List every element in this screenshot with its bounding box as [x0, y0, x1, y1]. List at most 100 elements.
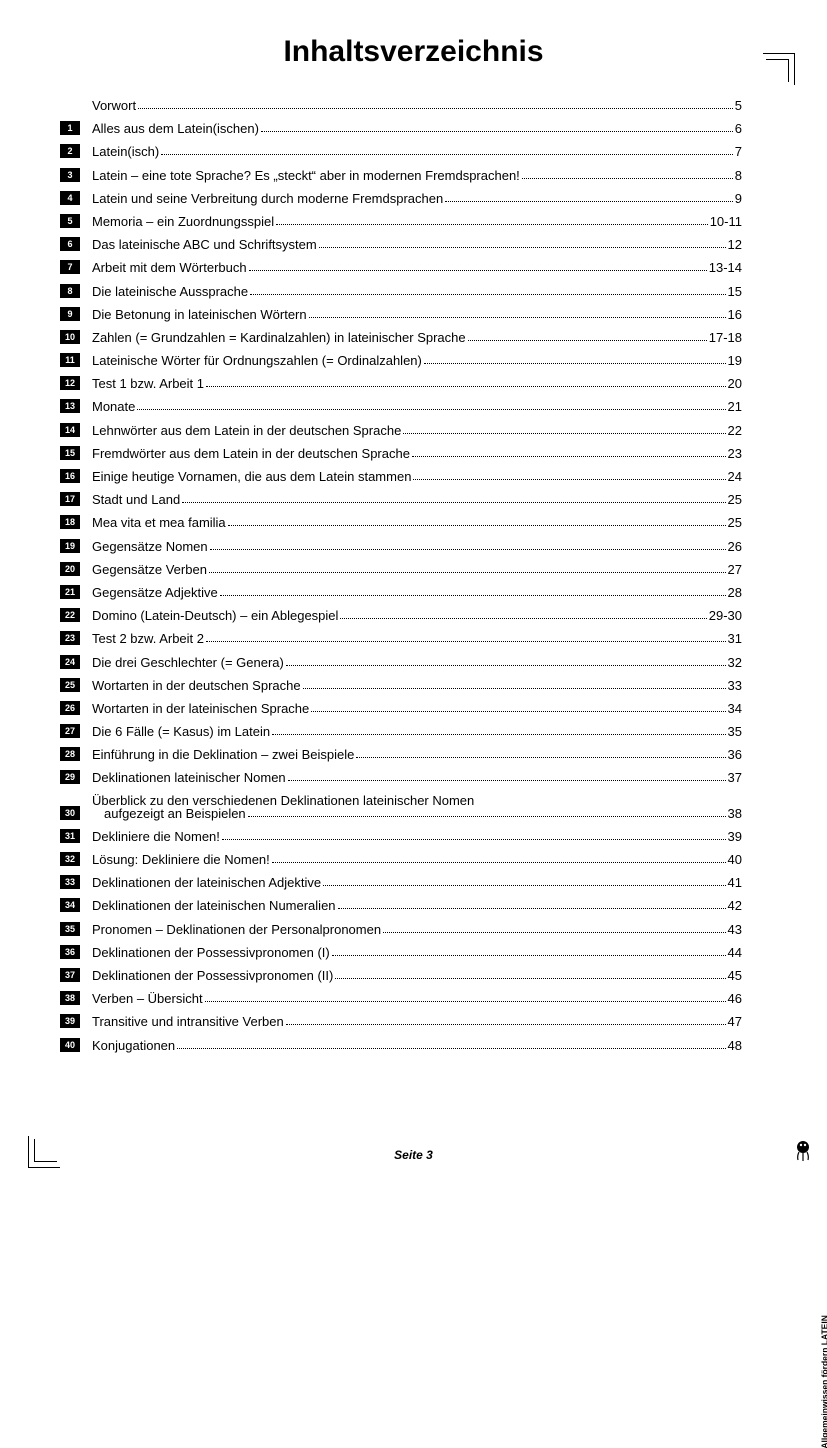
- chapter-number-badge: 31: [60, 829, 80, 843]
- toc-entry-text: Latein und seine Verbreitung durch moder…: [92, 192, 443, 205]
- dot-leader: [356, 757, 725, 758]
- toc-entry-text: Zahlen (= Grundzahlen = Kardinalzahlen) …: [92, 331, 466, 344]
- toc-entry-text: Überblick zu den verschiedenen Deklinati…: [92, 794, 742, 807]
- toc-page-number: 26: [728, 540, 742, 553]
- toc-entry-text: Die drei Geschlechter (= Genera): [92, 656, 284, 669]
- toc-entry: 9Die Betonung in lateinischen Wörtern16: [60, 307, 742, 321]
- toc-page-number: 47: [728, 1015, 742, 1028]
- toc-entry: Vorwort5: [60, 99, 742, 112]
- toc-entry-text: Deklinationen der Possessivpronomen (II): [92, 969, 333, 982]
- toc-badge-column: 28: [60, 747, 92, 761]
- chapter-number-badge: 39: [60, 1014, 80, 1028]
- dot-leader: [319, 247, 726, 248]
- toc-badge-column: 35: [60, 922, 92, 936]
- toc-page-number: 42: [728, 899, 742, 912]
- toc-badge-column: 27: [60, 724, 92, 738]
- toc-entry: 35 Pronomen – Deklinationen der Personalp…: [60, 922, 742, 936]
- toc-entry-text: Memoria – ein Zuordnungsspiel: [92, 215, 274, 228]
- toc-badge-column: 15: [60, 446, 92, 460]
- toc-page-number: 9: [735, 192, 742, 205]
- toc-badge-column: 24: [60, 655, 92, 669]
- chapter-number-badge: 29: [60, 770, 80, 784]
- toc-page-number: 16: [728, 308, 742, 321]
- toc-entry-subtext: aufgezeigt an Beispielen: [92, 807, 246, 820]
- toc-entry-text: Deklinationen der lateinischen Numeralie…: [92, 899, 336, 912]
- dot-leader: [205, 1001, 726, 1002]
- dot-leader: [276, 224, 708, 225]
- toc-entry: 21Gegensätze Adjektive28: [60, 585, 742, 599]
- toc-badge-column: 11: [60, 353, 92, 367]
- toc-entry: 24Die drei Geschlechter (= Genera)32: [60, 655, 742, 669]
- toc-badge-column: 16: [60, 469, 92, 483]
- toc-entry: 27Die 6 Fälle (= Kasus) im Latein35: [60, 724, 742, 738]
- chapter-number-badge: 35: [60, 922, 80, 936]
- toc-entry-text: Wortarten in der lateinischen Sprache: [92, 702, 309, 715]
- toc-entry-text: Stadt und Land: [92, 493, 180, 506]
- toc-page-number: 13-14: [709, 261, 742, 274]
- toc-page-number: 40: [728, 853, 742, 866]
- toc-badge-column: 13: [60, 399, 92, 413]
- toc-badge-column: 20: [60, 562, 92, 576]
- chapter-number-badge: 15: [60, 446, 80, 460]
- toc-entry: 17Stadt und Land 25: [60, 492, 742, 506]
- chapter-number-badge: 38: [60, 991, 80, 1005]
- chapter-number-badge: 34: [60, 898, 80, 912]
- chapter-number-badge: 6: [60, 237, 80, 251]
- dot-leader: [177, 1048, 725, 1049]
- toc-entry: 5Memoria – ein Zuordnungsspiel10-11: [60, 214, 742, 228]
- toc-entry-text: Deklinationen lateinischer Nomen: [92, 771, 286, 784]
- toc-entry: 40Konjugationen48: [60, 1038, 742, 1052]
- toc-entry-text: Transitive und intransitive Verben: [92, 1015, 284, 1028]
- toc-entry-text: Gegensätze Nomen: [92, 540, 208, 553]
- toc-badge-column: 25: [60, 678, 92, 692]
- corner-decoration-top-right: [763, 53, 795, 85]
- dot-leader: [206, 386, 726, 387]
- chapter-number-badge: 18: [60, 515, 80, 529]
- toc-page-number: 21: [728, 400, 742, 413]
- chapter-number-badge: 5: [60, 214, 80, 228]
- chapter-number-badge: 1: [60, 121, 80, 135]
- toc-page-number: 29-30: [709, 609, 742, 622]
- dot-leader: [228, 525, 726, 526]
- dot-leader: [413, 479, 725, 480]
- chapter-number-badge: 9: [60, 307, 80, 321]
- toc-entry: 26Wortarten in der lateinischen Sprache3…: [60, 701, 742, 715]
- chapter-number-badge: 23: [60, 631, 80, 645]
- toc-page-number: 28: [728, 586, 742, 599]
- toc-badge-column: 33: [60, 875, 92, 889]
- dot-leader: [335, 978, 725, 979]
- chapter-number-badge: 3: [60, 168, 80, 182]
- toc-page-number: 39: [728, 830, 742, 843]
- toc-page-number: 24: [728, 470, 742, 483]
- toc-entry-text: Pronomen – Deklinationen der Personalpro…: [92, 923, 381, 936]
- toc-badge-column: 36: [60, 945, 92, 959]
- dot-leader: [340, 618, 706, 619]
- toc-entry: 2Latein(isch)7: [60, 144, 742, 158]
- toc-badge-column: 23: [60, 631, 92, 645]
- chapter-number-badge: 7: [60, 260, 80, 274]
- toc-entry: 32Lösung: Dekliniere die Nomen!40: [60, 852, 742, 866]
- toc-page-number: 41: [728, 876, 742, 889]
- toc-entry: 19Gegensätze Nomen 26: [60, 539, 742, 553]
- page-title: Inhaltsverzeichnis: [0, 35, 827, 69]
- toc-entry-text: Gegensätze Adjektive: [92, 586, 218, 599]
- toc-page-number: 33: [728, 679, 742, 692]
- chapter-number-badge: 30: [60, 806, 80, 820]
- dot-leader: [332, 955, 726, 956]
- toc-page-number: 46: [728, 992, 742, 1005]
- toc-badge-column: 19: [60, 539, 92, 553]
- toc-page-number: 8: [735, 169, 742, 182]
- toc-page-number: 25: [728, 493, 742, 506]
- chapter-number-badge: 40: [60, 1038, 80, 1052]
- dot-leader: [323, 885, 725, 886]
- toc-page-number: 23: [728, 447, 742, 460]
- toc-entry: 8Die lateinische Aussprache15: [60, 284, 742, 298]
- dot-leader: [286, 665, 726, 666]
- toc-entry: 29Deklinationen lateinischer Nomen37: [60, 770, 742, 784]
- toc-badge-column: 17: [60, 492, 92, 506]
- toc-badge-column: 5: [60, 214, 92, 228]
- toc-page-number: 48: [728, 1039, 742, 1052]
- toc-entry: 13Monate21: [60, 399, 742, 413]
- toc-entry-text: Lehnwörter aus dem Latein in der deutsch…: [92, 424, 401, 437]
- toc-entry: 38Verben – Übersicht46: [60, 991, 742, 1005]
